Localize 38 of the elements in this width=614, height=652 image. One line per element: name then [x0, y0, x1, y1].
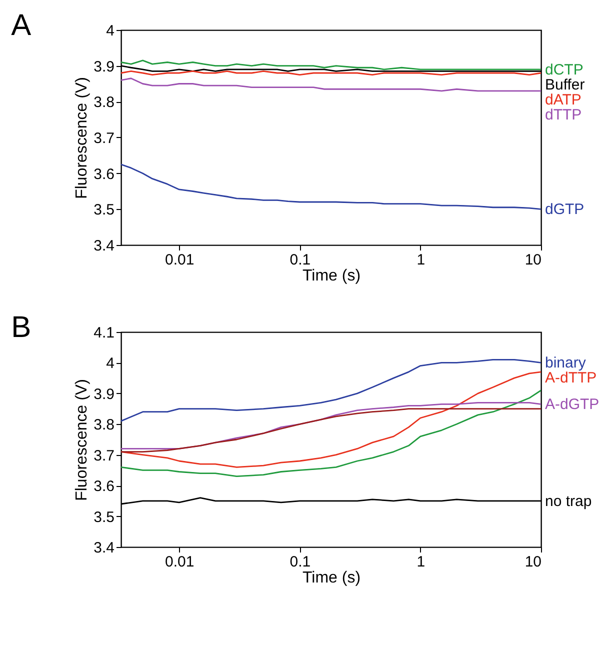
- series-label: A-dGTP: [545, 396, 600, 414]
- series-label: dGTP: [545, 201, 584, 218]
- x-tick-label: 1: [416, 554, 426, 570]
- x-tick-label: 10: [524, 554, 542, 570]
- x-tick-label: 0.01: [164, 252, 194, 268]
- x-tick-label: 0.1: [290, 252, 311, 268]
- series-label: dCTP: [545, 61, 584, 78]
- y-tick-label: 3.6: [94, 166, 114, 183]
- x-axis-title: Time (s): [302, 268, 361, 284]
- y-tick-label: 3.9: [94, 386, 114, 403]
- series-label: no trap: [545, 492, 592, 510]
- series-label: dATP: [545, 91, 582, 108]
- series-label: binary: [545, 354, 586, 372]
- y-tick-label: 3.8: [94, 94, 114, 112]
- y-axis-title: Fluorescence (V): [74, 379, 91, 501]
- series-label: Buffer: [545, 76, 585, 94]
- y-tick-label: 3.8: [94, 416, 114, 434]
- y-tick-label: 4.1: [94, 324, 114, 342]
- y-tick-label: 4: [106, 355, 114, 372]
- y-tick-label: 3.4: [94, 238, 114, 254]
- y-tick-label: 3.9: [94, 58, 114, 76]
- series-label: dTTP: [545, 106, 582, 124]
- x-tick-label: 0.01: [164, 554, 194, 570]
- y-tick-label: 3.4: [94, 540, 114, 556]
- y-tick-label: 3.7: [94, 447, 114, 464]
- y-axis-title: Fluorescence (V): [74, 77, 91, 199]
- y-tick-label: 3.6: [94, 478, 114, 496]
- chart-title: B: [11, 311, 32, 344]
- chart-title: A: [11, 9, 32, 42]
- y-tick-label: 3.7: [94, 130, 114, 147]
- y-tick-label: 4: [106, 22, 114, 40]
- series-label: A-dTTP: [545, 370, 597, 387]
- x-tick-label: 10: [524, 252, 542, 268]
- y-tick-label: 3.5: [94, 202, 114, 219]
- x-tick-label: 1: [416, 252, 426, 268]
- x-axis-title: Time (s): [302, 570, 361, 586]
- x-tick-label: 0.1: [290, 554, 311, 570]
- y-tick-label: 3.5: [94, 508, 114, 526]
